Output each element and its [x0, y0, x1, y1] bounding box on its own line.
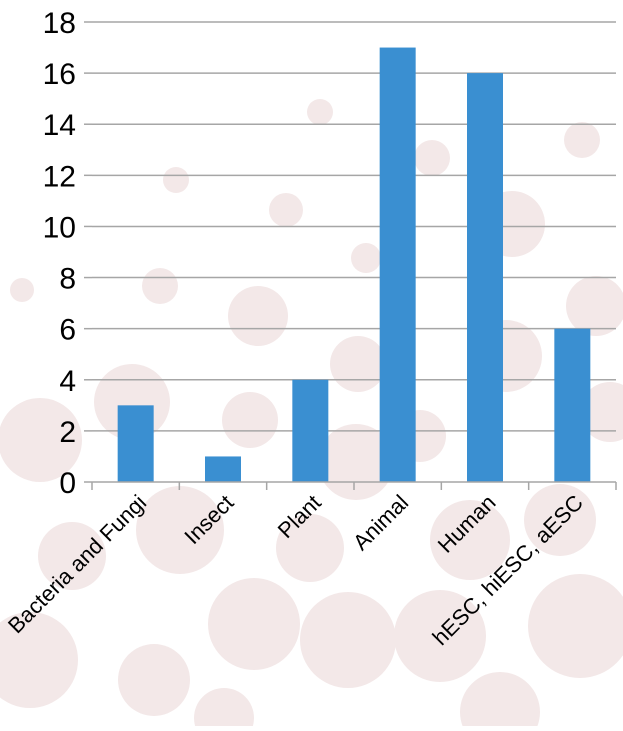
background-dot	[194, 688, 254, 726]
y-tick-label: 18	[43, 7, 76, 40]
bar	[118, 405, 154, 482]
y-tick-label: 8	[59, 263, 76, 296]
background-dot	[228, 286, 288, 346]
background-dot	[414, 140, 450, 176]
bar	[380, 48, 416, 482]
background-dot	[528, 574, 623, 678]
bar	[554, 329, 590, 482]
background-dot	[142, 268, 178, 304]
y-tick-label: 0	[59, 467, 76, 500]
background-dot	[10, 278, 34, 302]
background-dot	[163, 167, 189, 193]
bar	[292, 380, 328, 482]
background-dot	[351, 243, 381, 273]
y-tick-label: 6	[59, 314, 76, 347]
background-dot	[460, 672, 540, 726]
y-tick-label: 16	[43, 58, 76, 91]
background-dot	[566, 276, 623, 336]
y-tick-label: 12	[43, 160, 76, 193]
y-tick-label: 4	[59, 365, 76, 398]
y-tick-label: 2	[59, 416, 76, 449]
background-dot	[118, 644, 190, 716]
y-tick-label: 14	[43, 109, 76, 142]
bar	[205, 456, 241, 482]
background-dot	[300, 592, 396, 688]
background-dot	[307, 99, 333, 125]
background-dot	[208, 578, 300, 670]
background-dot	[330, 336, 386, 392]
background-dot	[269, 193, 303, 227]
y-tick-label: 10	[43, 211, 76, 244]
background-dot	[564, 122, 600, 158]
background-dot	[222, 392, 278, 448]
x-tick-label: Bacteria and Fungi	[3, 490, 151, 638]
bar	[467, 73, 503, 482]
